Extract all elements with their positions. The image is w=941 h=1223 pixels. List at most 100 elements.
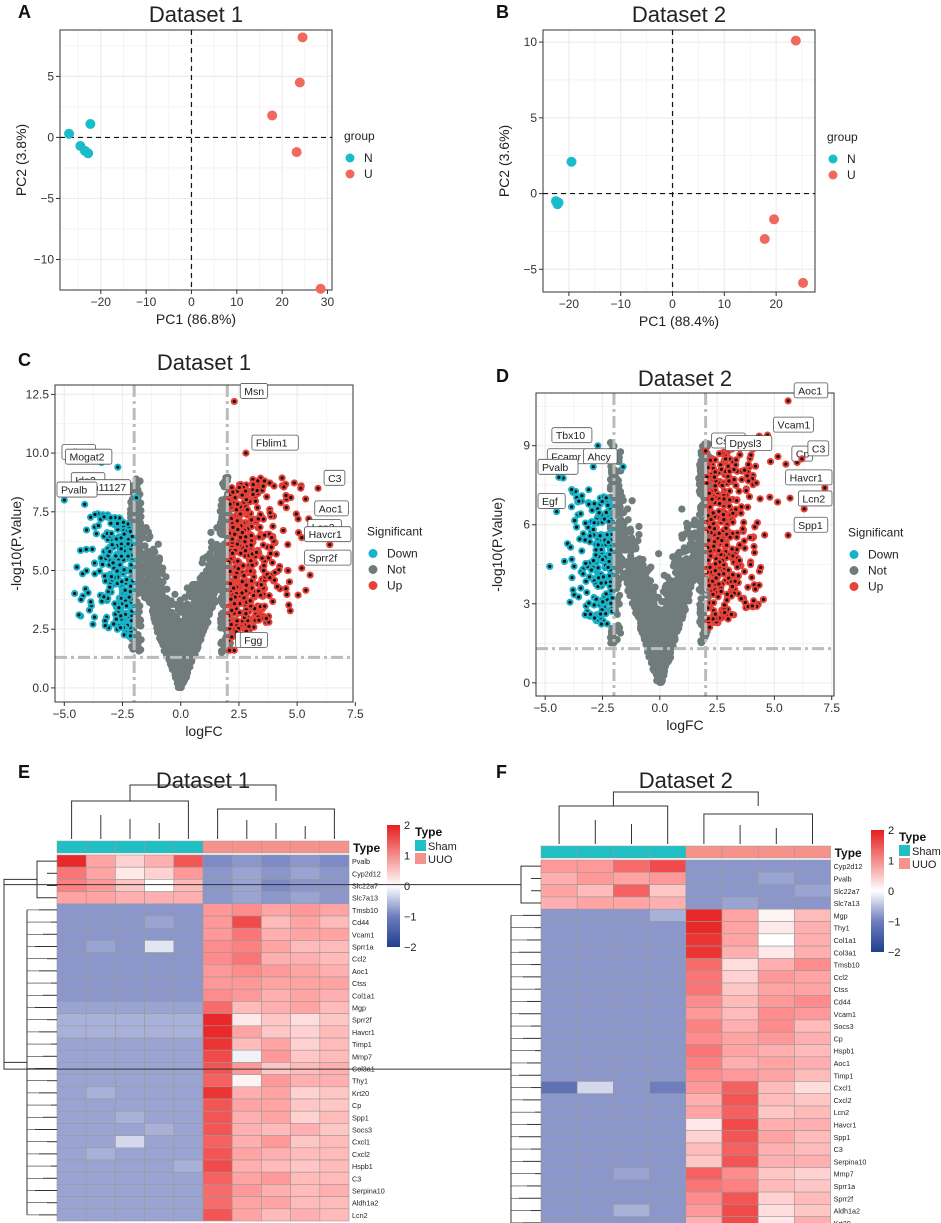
gene-label: Sprr2f: [309, 553, 338, 565]
gene-label: Mogat2: [69, 452, 104, 464]
point-down-core: [96, 524, 100, 528]
point-up-core: [296, 517, 300, 521]
point-up-core: [260, 556, 264, 560]
point-not: [679, 571, 687, 579]
point-not: [623, 505, 632, 513]
legend-title: Significant: [367, 525, 423, 539]
point-down-core: [103, 624, 107, 628]
x-tick-label: 5.0: [766, 701, 783, 715]
point-down-core: [124, 604, 129, 608]
legend-label-down: Down: [387, 547, 418, 561]
point-not: [680, 544, 688, 552]
point-not: [629, 538, 637, 546]
point-down-core: [102, 595, 106, 599]
point-up-core: [262, 563, 266, 568]
point-up-core: [256, 479, 260, 483]
point-not: [211, 545, 219, 553]
y-tick-label: −10: [34, 252, 55, 266]
point-down-core: [127, 595, 131, 599]
point-not: [182, 641, 190, 649]
labeled-point-core: [232, 648, 236, 652]
point-down-core: [122, 568, 126, 572]
point-up-core: [274, 552, 278, 556]
point-not: [175, 635, 183, 644]
point-up-core: [244, 535, 248, 539]
point-up-core: [284, 493, 288, 498]
point-not: [203, 576, 211, 585]
point-up-core: [287, 580, 292, 584]
point-down-core: [115, 569, 119, 573]
point-up-core: [286, 542, 290, 547]
x-tick-label: 20: [769, 297, 783, 311]
point-down-core: [118, 626, 123, 630]
point-up-core: [264, 616, 268, 620]
x-axis-label: logFC: [185, 723, 222, 739]
point-up-core: [228, 569, 232, 574]
point-not: [680, 602, 688, 611]
legend-key-u: [828, 170, 838, 180]
legend-key-u: [345, 169, 355, 179]
point-up-core: [233, 532, 237, 536]
point-not: [136, 477, 144, 485]
point-not: [161, 615, 170, 623]
point-not: [657, 655, 666, 663]
labeled-point-core: [134, 496, 139, 500]
point-down-core: [103, 574, 107, 578]
point-down-core: [89, 600, 93, 604]
point-down-core: [119, 614, 123, 618]
point-not: [635, 531, 643, 539]
point-not: [615, 591, 624, 599]
panel-c: −5.0 −2.5 0.0 2.5 5.0 7.50.02.55.07.510.012.5…: [8, 350, 423, 739]
point-not: [672, 555, 680, 563]
point-down-core: [90, 547, 94, 551]
point-up-core: [251, 492, 255, 497]
point-not: [173, 670, 181, 678]
plot-area: [60, 30, 332, 290]
point-not: [154, 602, 162, 610]
y-tick-label: 3: [523, 597, 530, 611]
point-not: [220, 545, 228, 553]
labeled-point-core: [116, 465, 120, 469]
point-not: [627, 581, 635, 590]
point-not: [194, 593, 202, 601]
point-up-core: [263, 604, 267, 608]
point-not: [196, 574, 204, 582]
point-not: [179, 628, 187, 637]
legend-label-n: N: [364, 151, 373, 165]
point-down-core: [120, 580, 124, 584]
point-not: [678, 614, 686, 622]
point-up-core: [238, 512, 242, 516]
point-down-core: [109, 521, 113, 525]
labeled-point-core: [316, 486, 320, 490]
point-not: [218, 551, 226, 559]
point-u: [294, 77, 305, 88]
point-up-core: [255, 506, 260, 510]
point-up-core: [253, 499, 258, 503]
point-down-core: [108, 549, 112, 554]
point-not: [150, 555, 158, 563]
point-up-core: [244, 498, 248, 502]
point-down-core: [103, 619, 107, 623]
point-not: [137, 622, 145, 630]
point-up-core: [240, 580, 244, 584]
point-up-core: [230, 537, 234, 541]
chart-title: Dataset 1: [149, 2, 243, 27]
point-not: [684, 523, 692, 531]
point-up-core: [284, 506, 288, 510]
point-n: [85, 118, 96, 129]
y-tick-label: 5: [47, 69, 54, 83]
point-up-core: [243, 489, 248, 493]
point-up-core: [259, 593, 263, 597]
plot-area: [543, 30, 815, 292]
y-tick-label: 0.0: [32, 681, 49, 695]
point-not: [172, 664, 181, 673]
point-up-core: [238, 535, 243, 539]
point-down-core: [79, 598, 83, 602]
point-not: [217, 516, 226, 524]
point-down-core: [119, 554, 124, 558]
x-tick-label: 7.5: [347, 707, 364, 721]
x-axis-label: PC1 (88.4%): [639, 313, 719, 329]
point-not: [656, 675, 664, 683]
point-u: [790, 35, 801, 46]
